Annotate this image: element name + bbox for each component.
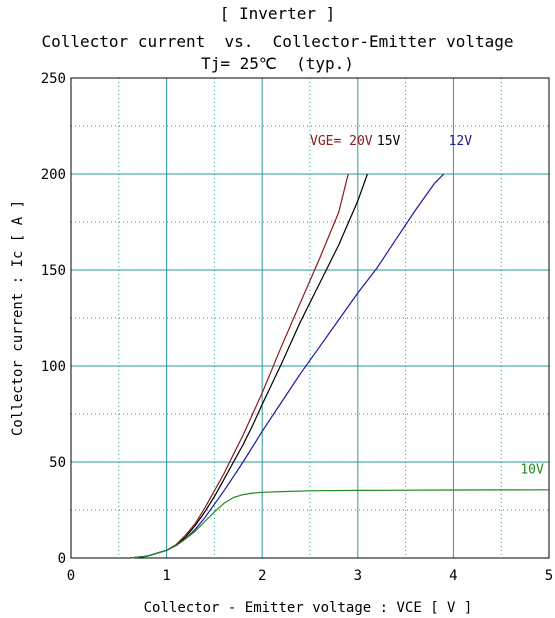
- x-tick-label: 0: [67, 568, 75, 584]
- x-tick-label: 3: [354, 568, 362, 584]
- y-axis-ticks: 0 50 100 150 200 250: [41, 71, 66, 567]
- series-label-2: 12V: [449, 134, 473, 149]
- y-tick-label: 150: [41, 263, 66, 279]
- chart-subtitle: Collector current vs. Collector-Emitter …: [41, 32, 514, 51]
- series-line-3: [130, 489, 550, 559]
- y-tick-label: 200: [41, 167, 66, 183]
- x-tick-label: 5: [545, 568, 553, 584]
- grid-minor: [71, 78, 549, 558]
- x-axis-ticks: 0 1 2 3 4 5: [67, 568, 553, 584]
- series-label-1: 15V: [377, 134, 401, 149]
- x-axis-label: Collector - Emitter voltage : VCE [ V ]: [144, 600, 473, 616]
- plot-frame: [70, 77, 550, 559]
- chart-title: [ Inverter ]: [219, 4, 336, 23]
- y-tick-label: 0: [58, 551, 66, 567]
- chart-condition: Tj= 25℃ (typ.): [201, 54, 354, 73]
- annotation-layer: VGE= 20V 15V 12V 10V: [310, 134, 544, 477]
- series-label-3: 10V: [520, 463, 544, 478]
- y-axis-label: Collector current : Ic [ A ]: [10, 200, 26, 436]
- x-tick-label: 1: [162, 568, 170, 584]
- x-tick-label: 2: [258, 568, 266, 584]
- series-label-0: VGE= 20V: [310, 134, 373, 149]
- y-tick-label: 100: [41, 359, 66, 375]
- grid-major: [71, 78, 549, 558]
- series-layer: [130, 173, 550, 559]
- y-tick-label: 50: [49, 455, 66, 471]
- y-tick-label: 250: [41, 71, 66, 87]
- x-tick-label: 4: [449, 568, 457, 584]
